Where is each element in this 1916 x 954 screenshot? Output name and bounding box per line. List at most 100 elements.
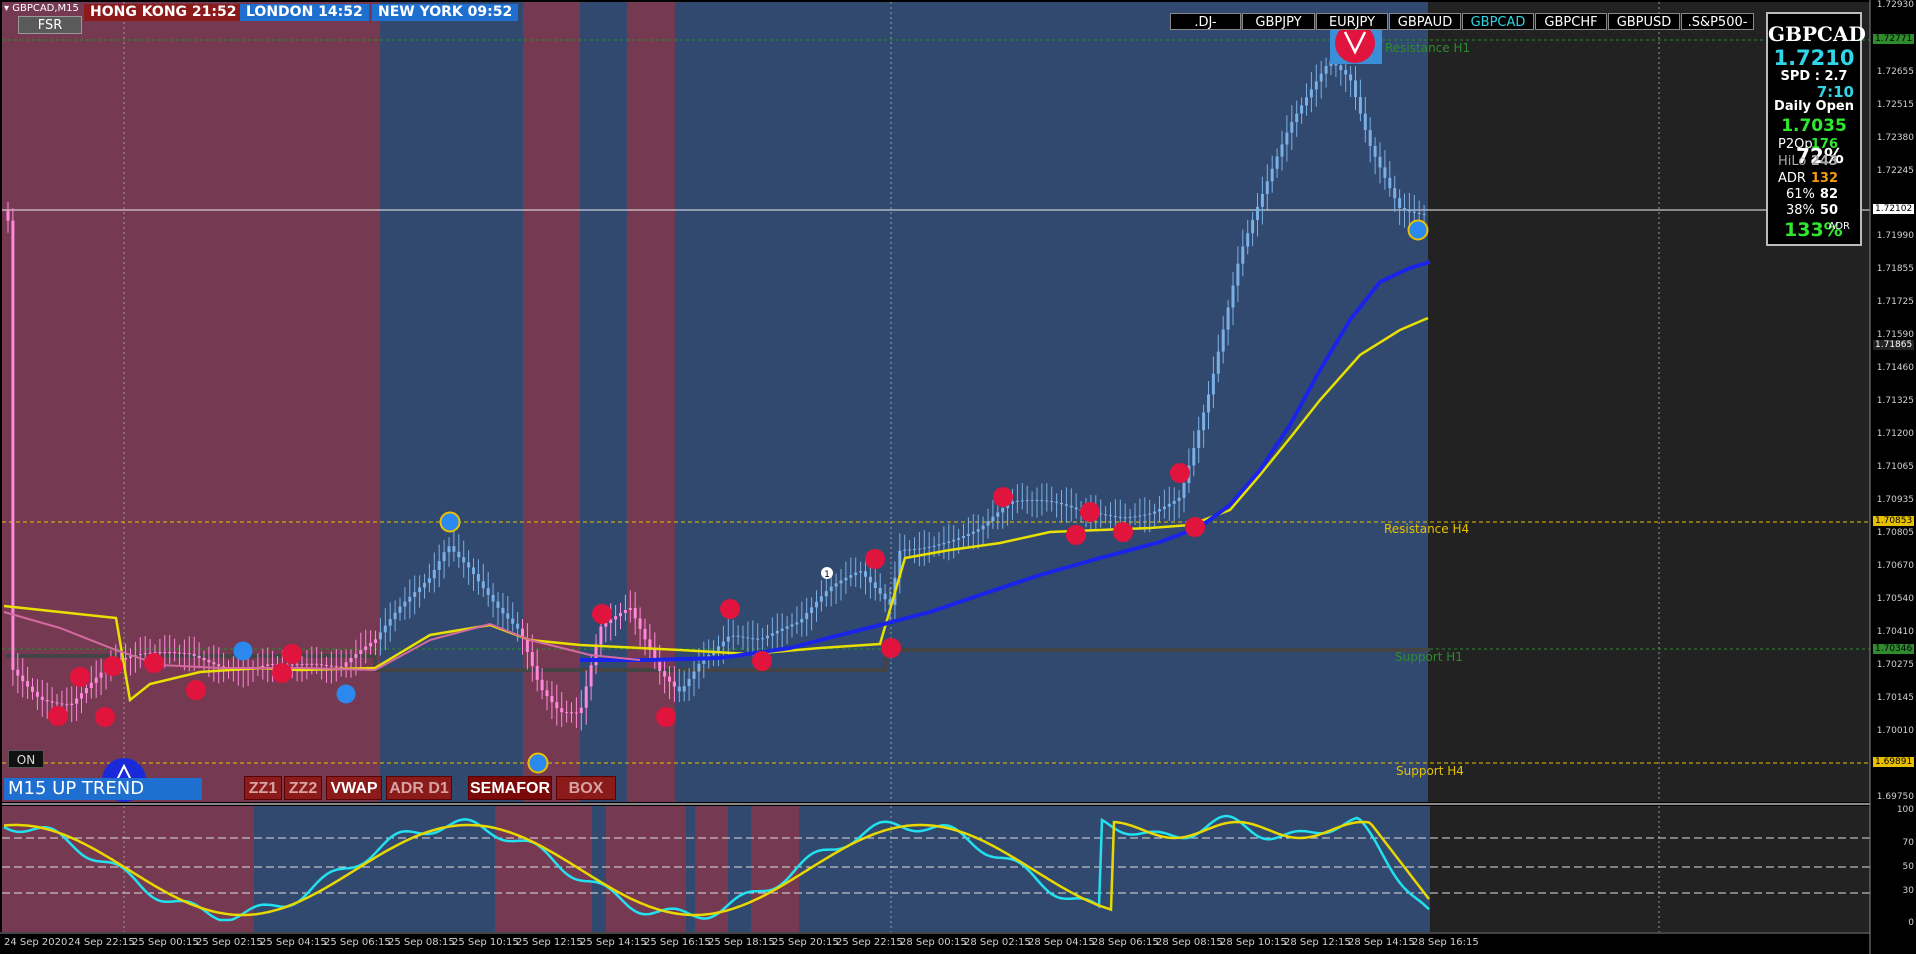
semafor-red-dot	[1170, 463, 1190, 483]
candle-body	[996, 512, 1000, 517]
candle-body	[1050, 500, 1054, 502]
candle-body	[1177, 497, 1181, 501]
semafor-blue-dot	[233, 641, 253, 661]
semafor-red-dot	[752, 651, 772, 671]
semafor-red-dot	[282, 644, 302, 664]
semafor-red-dot	[144, 653, 164, 673]
semafor-blue-dot	[527, 752, 549, 774]
candle-body	[1001, 508, 1005, 513]
candle-body	[795, 622, 799, 625]
candle-body	[35, 691, 39, 697]
candle-body	[957, 537, 961, 540]
info-p2op: 176	[1810, 137, 1838, 152]
osc-session-band	[606, 806, 686, 932]
candle-body	[1133, 516, 1137, 518]
symbol-tab-sp500[interactable]: .S&P500-	[1681, 13, 1754, 30]
candle-body	[1241, 246, 1245, 264]
adr-d1-button[interactable]: ADR D1	[386, 776, 452, 800]
candle-body	[697, 663, 701, 672]
candle-body	[1035, 500, 1039, 502]
info-timer: 7:10	[1816, 83, 1854, 101]
candle-body	[746, 637, 750, 639]
candle-body	[472, 567, 475, 575]
candle-body	[442, 552, 446, 562]
candle-body	[1344, 69, 1348, 75]
symbol-tab-dj[interactable]: .DJ-	[1170, 13, 1241, 30]
candle-body	[888, 599, 892, 605]
semafor-red-dot	[592, 604, 612, 624]
candle-body	[266, 664, 270, 666]
symbol-tab-gbpchf[interactable]: GBPCHF	[1535, 13, 1607, 30]
symbol-tab-gbpaud[interactable]: GBPAUD	[1389, 13, 1461, 30]
price-tick: 1.71855	[1876, 264, 1914, 274]
candle-body	[310, 663, 314, 665]
time-tick: 28 Sep 02:15	[964, 937, 1031, 948]
candle-body	[476, 574, 480, 582]
candle-body	[202, 658, 206, 661]
candle-body	[1123, 517, 1127, 519]
candle-body	[1118, 516, 1122, 518]
candle-body	[913, 549, 916, 551]
candle-body	[530, 652, 534, 666]
candle-body	[1373, 145, 1377, 157]
osc-tick: 30	[1902, 886, 1914, 896]
info-daily-open-label: Daily Open	[1774, 99, 1854, 114]
candle-body	[839, 580, 843, 584]
vwap-button[interactable]: VWAP	[326, 776, 382, 800]
info-fib61: 82	[1819, 187, 1838, 202]
symbol-tab-gbpcad[interactable]: GBPCAD	[1462, 13, 1534, 30]
info-fib38-label: 38%	[1786, 203, 1815, 218]
price-tick: 1.70410	[1876, 627, 1914, 637]
candle-body	[1060, 502, 1063, 505]
candle-body	[971, 531, 975, 534]
session-band	[675, 2, 1428, 802]
symbol-tab-gbpjpy[interactable]: GBPJPY	[1242, 13, 1315, 30]
candle-body	[163, 652, 167, 654]
candle-body	[668, 676, 671, 682]
pivot-line	[6, 648, 1430, 672]
semafor-button[interactable]: SEMAFOR	[468, 776, 552, 800]
candle-body	[829, 586, 833, 592]
tag-sh1: 1.71865	[1873, 340, 1915, 350]
price-tick: 1.70935	[1876, 495, 1914, 505]
candle-body	[516, 623, 520, 629]
info-adr: 132	[1810, 171, 1838, 186]
candle-body	[692, 671, 696, 679]
zz2-button[interactable]: ZZ2	[284, 776, 322, 800]
tag-resistance-h4: 1.70853	[1873, 516, 1915, 526]
candle-body	[643, 628, 647, 640]
candle-body	[834, 583, 838, 587]
osc-tick: 0	[1908, 918, 1914, 928]
candle-body	[462, 557, 466, 563]
box-button[interactable]: BOX	[556, 776, 616, 800]
candle-body	[1407, 210, 1411, 212]
candle-body	[398, 606, 402, 613]
candle-body	[300, 664, 304, 666]
session-london: LONDON 14:52	[240, 4, 369, 21]
price-tick: 1.70670	[1876, 561, 1914, 571]
dropdown-icon[interactable]: ▾	[4, 3, 13, 14]
info-adr-pct-label: ADR	[1828, 221, 1851, 232]
zz1-button[interactable]: ZZ1	[244, 776, 282, 800]
candle-body	[800, 619, 804, 623]
candle-body	[1231, 285, 1235, 308]
candle-body	[1412, 211, 1416, 213]
candle-body	[859, 571, 863, 573]
fsr-button[interactable]: FSR	[18, 16, 82, 34]
candle-body	[1192, 447, 1196, 466]
on-toggle[interactable]: ON	[8, 750, 44, 768]
price-tick: 1.71065	[1876, 462, 1914, 472]
candle-body	[290, 664, 294, 666]
candle-body	[1148, 513, 1152, 515]
candle-body	[1383, 167, 1387, 178]
symbol-tab-gbpusd[interactable]: GBPUSD	[1608, 13, 1680, 30]
session-band	[627, 2, 675, 802]
candle-body	[805, 613, 809, 620]
candle-body	[506, 613, 510, 619]
candle-body	[325, 664, 328, 666]
candle-body	[408, 596, 412, 602]
info-p2op-label: P2Op	[1778, 137, 1813, 152]
symbol-tab-eurjpy[interactable]: EURJPY	[1316, 13, 1388, 30]
semafor-red-dot	[186, 680, 206, 700]
